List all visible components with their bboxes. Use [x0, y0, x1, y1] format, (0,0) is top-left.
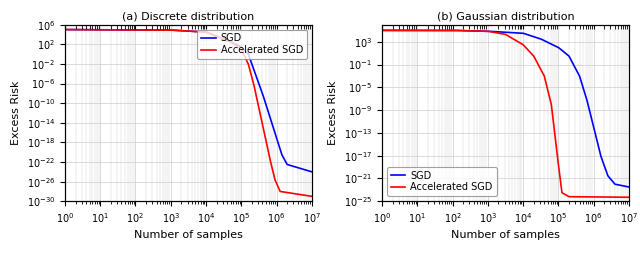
SGD	[573, 69, 580, 72]
Accelerated SGD	[625, 196, 633, 199]
Line: SGD: SGD	[382, 30, 629, 187]
SGD	[74, 28, 81, 31]
Accelerated SGD	[498, 32, 506, 35]
SGD	[301, 168, 308, 171]
Y-axis label: Excess Risk: Excess Risk	[328, 81, 339, 145]
Line: Accelerated SGD: Accelerated SGD	[65, 30, 312, 196]
SGD	[301, 168, 308, 171]
Y-axis label: Excess Risk: Excess Risk	[11, 81, 21, 145]
Legend: SGD, Accelerated SGD: SGD, Accelerated SGD	[197, 29, 307, 59]
Accelerated SGD	[492, 31, 499, 34]
SGD	[391, 29, 399, 32]
Title: (b) Gaussian distribution: (b) Gaussian distribution	[436, 11, 574, 21]
Accelerated SGD	[618, 196, 625, 199]
SGD	[378, 29, 386, 32]
Legend: SGD, Accelerated SGD: SGD, Accelerated SGD	[387, 167, 497, 196]
SGD	[61, 28, 68, 31]
Accelerated SGD	[175, 29, 182, 32]
Line: SGD: SGD	[65, 30, 312, 172]
Accelerated SGD	[378, 29, 386, 32]
Title: (a) Discrete distribution: (a) Discrete distribution	[122, 11, 255, 21]
SGD	[255, 83, 263, 86]
X-axis label: Number of samples: Number of samples	[134, 230, 243, 240]
Accelerated SGD	[573, 195, 580, 198]
SGD	[618, 184, 625, 187]
Accelerated SGD	[618, 196, 625, 199]
Accelerated SGD	[301, 194, 308, 197]
Accelerated SGD	[181, 29, 189, 33]
Line: Accelerated SGD: Accelerated SGD	[382, 30, 629, 197]
Accelerated SGD	[391, 29, 399, 32]
SGD	[175, 29, 182, 32]
SGD	[308, 170, 316, 173]
SGD	[625, 186, 633, 189]
SGD	[181, 29, 189, 33]
SGD	[618, 184, 625, 187]
Accelerated SGD	[74, 28, 81, 31]
X-axis label: Number of samples: Number of samples	[451, 230, 560, 240]
SGD	[492, 30, 499, 33]
Accelerated SGD	[308, 195, 316, 198]
Accelerated SGD	[255, 108, 263, 111]
Accelerated SGD	[61, 28, 68, 31]
Accelerated SGD	[301, 194, 308, 197]
SGD	[498, 30, 506, 34]
